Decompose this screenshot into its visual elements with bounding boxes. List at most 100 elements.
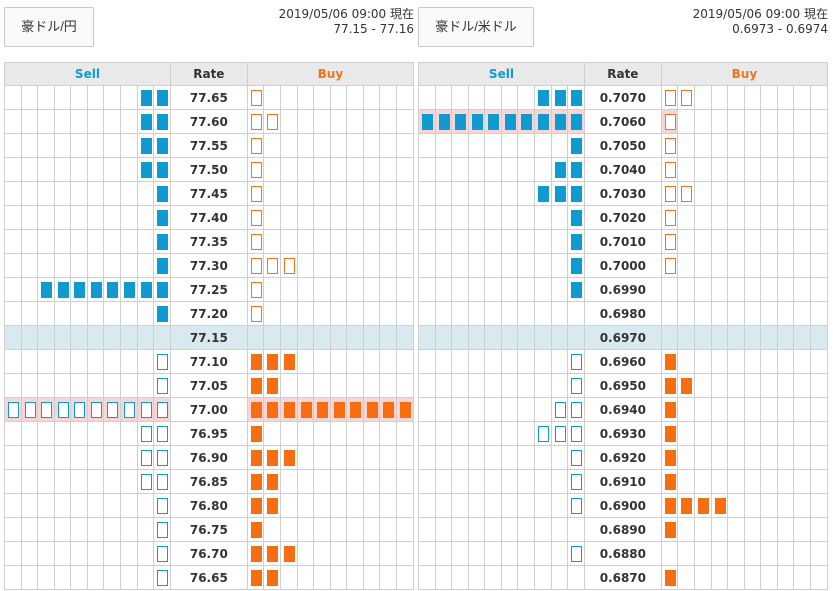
sell-cell [534,541,552,566]
sell-cell [136,205,155,230]
sell-cell [550,397,569,422]
sell-cell [517,397,536,422]
sell-cell [136,421,155,446]
buy-cell [346,85,364,110]
sell-order-block [157,258,169,274]
buy-cell [396,205,414,230]
sell-cell [418,565,436,590]
sell-order-block [140,162,152,178]
sell-cell [120,301,138,326]
buy-cell [246,397,265,422]
buy-cell [379,397,398,422]
buy-cell [810,517,828,542]
sell-cell [517,85,536,110]
sell-position-block [571,450,583,466]
sell-cell [534,421,552,446]
buy-cell [677,85,695,110]
pair-selector-button[interactable]: 豪ドル/米ドル [418,7,534,47]
sell-cell [53,373,72,398]
sell-cell [20,229,39,254]
sell-cell [434,109,453,134]
sell-cell [120,133,138,158]
rate-value: 77.25 [169,277,248,302]
sell-cell [500,469,519,494]
sell-cell [500,205,519,230]
buy-cell [346,133,364,158]
buy-cell [329,109,348,134]
sell-cell [500,229,519,254]
sell-cell [53,85,72,110]
sell-cell [103,373,122,398]
buy-cell [279,205,298,230]
sell-cell [120,277,138,302]
sell-cell [567,445,585,470]
sell-cell [4,349,22,374]
sell-cell [500,565,519,590]
buy-cell [810,445,828,470]
buy-cell [313,349,331,374]
sell-cell [70,445,88,470]
buy-cell [346,541,364,566]
buy-cell [776,493,795,518]
sell-cell [517,421,536,446]
table-row: 76.95 [4,421,414,446]
sell-cell [567,493,585,518]
buy-cell [329,133,348,158]
buy-cell [296,301,315,326]
sell-cell [103,541,122,566]
buy-cell [810,565,828,590]
sell-cell [153,445,171,470]
buy-cell [727,301,745,326]
sell-cell [451,517,469,542]
sell-position-block [41,402,53,418]
buy-cell [710,373,729,398]
buy-cell [362,445,381,470]
sell-cell [434,85,453,110]
sell-cell [484,517,502,542]
sell-cell [120,469,138,494]
buy-cell [362,229,381,254]
table-row: 76.80 [4,493,414,518]
buy-cell [313,85,331,110]
quote-info: 2019/05/06 09:00 現在 77.15 - 77.16 [279,7,414,37]
buy-cell [743,157,762,182]
sell-order-block [571,138,583,154]
sell-cell [136,349,155,374]
buy-cell [727,325,745,350]
buy-cell [776,277,795,302]
sell-position-block [157,474,169,490]
buy-cell [710,181,729,206]
sell-cell [484,469,502,494]
sell-order-block [140,138,152,154]
sell-order-block [422,114,433,130]
quote-range: 77.15 - 77.16 [333,22,414,36]
buy-position-block [267,378,279,394]
buy-position-block [267,450,279,466]
buy-cell [313,181,331,206]
buy-position-block [664,498,676,514]
buy-cell [279,157,298,182]
buy-cell [379,157,398,182]
sell-cell [20,517,39,542]
sell-cell [567,469,585,494]
buy-cell [660,517,679,542]
sell-position-block [571,354,583,370]
sell-cell [418,373,436,398]
sell-order-block [157,138,169,154]
sell-cell [484,157,502,182]
sell-cell [550,109,569,134]
buy-cell [362,517,381,542]
sell-cell [517,445,536,470]
sell-cell [500,421,519,446]
buy-position-block [250,498,262,514]
sell-cell [451,109,469,134]
sell-cell [484,301,502,326]
sell-order-block [107,282,119,298]
buy-cell [379,517,398,542]
pair-selector-button[interactable]: 豪ドル/円 [4,7,94,47]
buy-cell [346,157,364,182]
rate-value: 0.6920 [583,445,662,470]
sell-cell [103,277,122,302]
buy-cell [279,301,298,326]
sell-cell [53,565,72,590]
